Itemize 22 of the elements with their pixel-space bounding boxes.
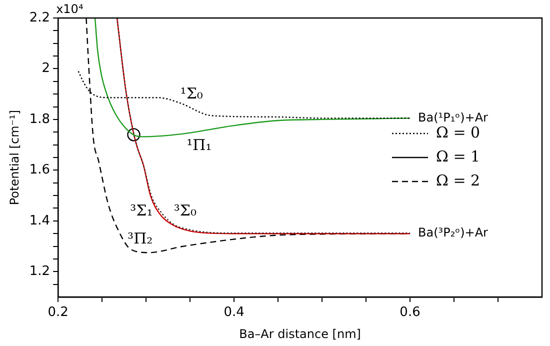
y-axis-title: Potential [cm⁻¹]	[7, 110, 22, 206]
annotation: Ω = 2	[436, 171, 480, 190]
annotation: Ba(¹P₁ᵒ)+Ar	[418, 110, 488, 124]
text: x10⁴	[56, 2, 84, 16]
x-axis-title: Ba–Ar distance [nm]	[239, 326, 361, 341]
x-tick-label: 0.6	[400, 305, 420, 320]
y-tick-label: 2	[42, 61, 50, 76]
series-label: ³Σ₀	[174, 202, 197, 220]
x-tick-label: 0.4	[224, 305, 244, 320]
annotation: Ba(³P₂ᵒ)+Ar	[418, 226, 488, 240]
series-label: ³Σ₁	[130, 201, 153, 220]
y-tick-label: 1.2	[29, 264, 50, 280]
y-tick-label: 1.8	[29, 112, 50, 127]
series-label: ¹Π₁	[186, 136, 212, 154]
annotation: Ω = 1	[436, 147, 480, 166]
y-tick-label: 1.4	[29, 213, 50, 228]
annotation: Ω = 0	[436, 123, 480, 142]
y-tick-label: 1.6	[29, 162, 50, 178]
x-tick-label: 0.2	[48, 305, 68, 320]
series-label: ¹Σ₀	[180, 84, 203, 102]
y-tick-label: 2.2	[29, 10, 50, 26]
series-label: ³Π₂	[128, 229, 153, 248]
